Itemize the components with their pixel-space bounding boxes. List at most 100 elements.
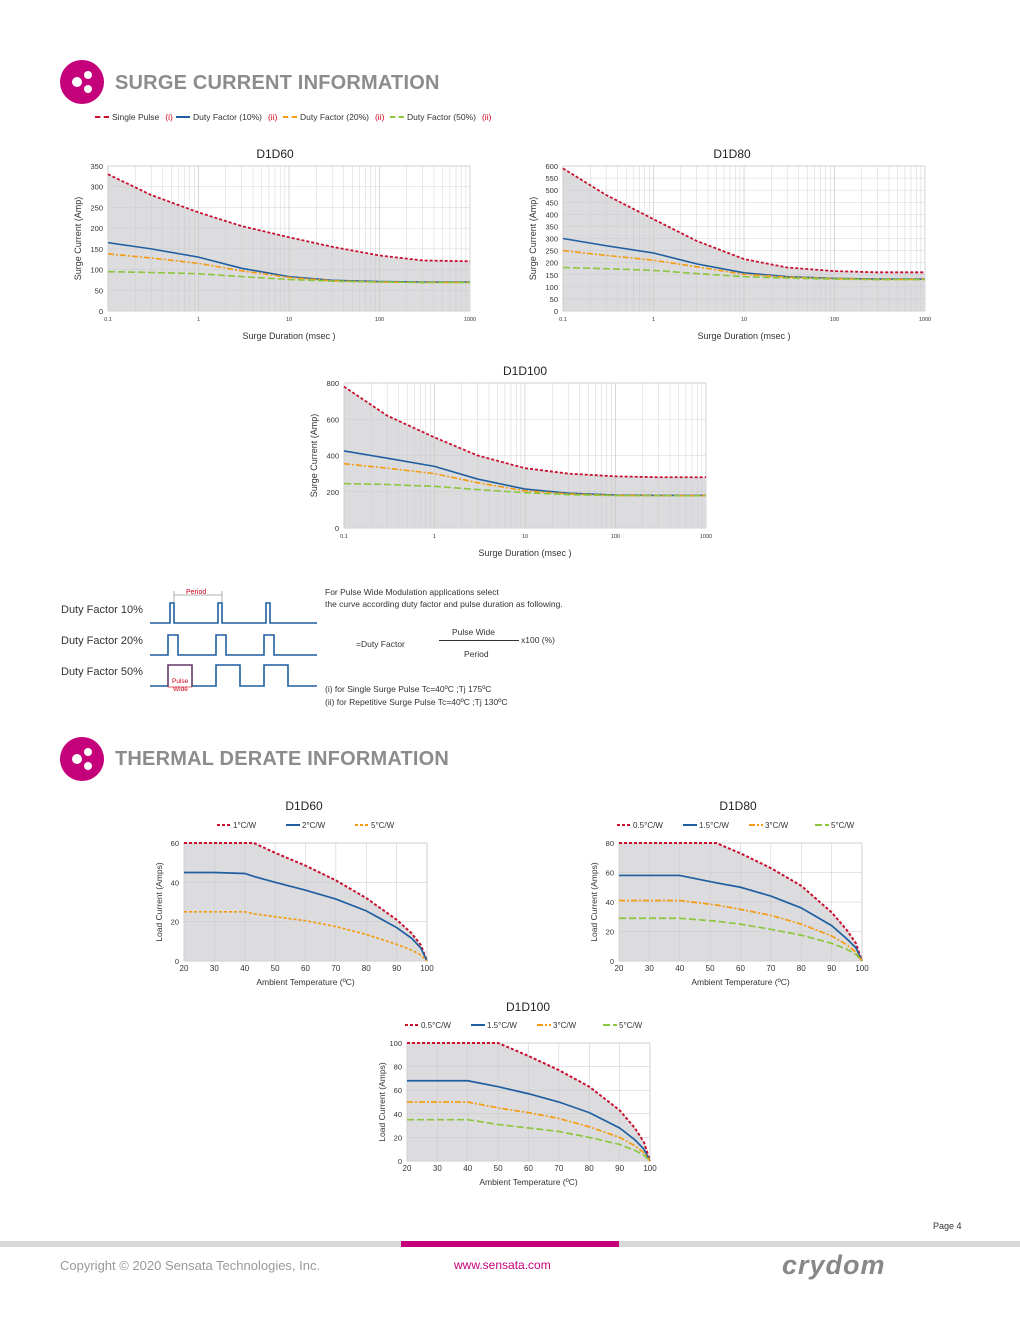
x-tick-label: 50 <box>706 964 715 973</box>
series-line <box>619 899 863 962</box>
y-tick-label: 80 <box>606 839 614 848</box>
y-tick-label: 300 <box>90 183 103 192</box>
y-tick-label: 450 <box>545 198 558 207</box>
series-line <box>562 266 925 281</box>
x-tick-label: 30 <box>210 964 219 973</box>
y-tick-label: 350 <box>545 222 558 231</box>
y-tick-label: 100 <box>545 283 558 292</box>
x-tick-label: 100 <box>375 317 384 323</box>
waveform-10 <box>150 602 317 624</box>
waveform-20 <box>150 634 317 656</box>
legend-tag: (ii) <box>481 112 492 122</box>
y-tick-label: 0 <box>99 307 103 316</box>
thermal-chart-d1d60: 1°C/W 2°C/W 5°C/W20 30 40 50 60 70 80 90 100020406… <box>154 821 434 987</box>
pulse-label: Pulse <box>172 678 189 685</box>
thermal-section-title: THERMAL DERATE INFORMATION <box>115 748 450 770</box>
y-axis-label: Surge Current (Amp) <box>73 197 83 281</box>
y-tick-label: 250 <box>545 247 558 256</box>
legend-label: 5°C/W <box>831 821 855 830</box>
surge-legend-item: Duty Factor (50%) (ii) <box>390 112 491 122</box>
surge-legend-item: Duty Factor (20%) (ii) <box>283 112 384 122</box>
y-tick-label: 200 <box>90 224 103 233</box>
fraction-bar <box>439 640 519 641</box>
x-tick-label: 20 <box>180 964 189 973</box>
x-tick-label: 0.1 <box>559 317 567 323</box>
pwm-rhs: x100 (%) <box>521 635 556 645</box>
x-tick-label: 10 <box>522 534 528 540</box>
x-tick-label: 1 <box>197 317 200 323</box>
pwm-lhs: =Duty Factor <box>356 639 405 649</box>
section-badge-icon <box>60 60 104 104</box>
x-tick-label: 60 <box>524 1164 533 1173</box>
copyright-text: Copyright © 2020 Sensata Technologies, I… <box>60 1258 321 1273</box>
x-tick-label: 70 <box>331 964 340 973</box>
x-tick-label: 60 <box>301 964 310 973</box>
x-axis-label: Surge Duration (msec ) <box>242 331 335 341</box>
x-tick-label: 100 <box>855 964 869 973</box>
x-tick-label: 1 <box>652 317 655 323</box>
y-tick-label: 0 <box>610 957 614 966</box>
legend-label: 3°C/W <box>765 821 789 830</box>
footer-accent-bar <box>401 1241 619 1247</box>
x-tick-label: 20 <box>403 1164 412 1173</box>
y-tick-label: 20 <box>394 1133 402 1142</box>
legend-label: 2°C/W <box>302 821 326 830</box>
y-tick-label: 150 <box>545 271 558 280</box>
duty-waveform-diagram: Period Pulse Wide <box>150 589 317 693</box>
series-line <box>619 842 863 962</box>
series-line <box>619 874 863 962</box>
x-tick-label: 1 <box>433 534 436 540</box>
legend-label: Duty Factor (50%) <box>407 112 476 122</box>
x-tick-label: 30 <box>645 964 654 973</box>
y-tick-label: 100 <box>389 1039 402 1048</box>
page-number: Page 4 <box>933 1221 962 1231</box>
x-tick-label: 30 <box>433 1164 442 1173</box>
legend-label: 5°C/W <box>371 821 395 830</box>
y-tick-label: 250 <box>90 203 103 212</box>
x-tick-label: 0.1 <box>340 534 348 540</box>
period-label: Period <box>186 589 206 596</box>
thermal-chart-d1d100: 0.5°C/W 1.5°C/W 3°C/W 5°C/W 20 30 40 50 60 70 80 90… <box>377 1021 657 1187</box>
thermal-chart-d1d80: 0.5°C/W 1.5°C/W 3°C/W 5°C/W 20 30 40 50 60 70 80 90… <box>589 821 869 987</box>
pwm-numerator: Pulse Wide <box>452 627 495 637</box>
x-tick-label: 20 <box>615 964 624 973</box>
y-tick-label: 400 <box>545 210 558 219</box>
chart-title-d1d80-thermal: D1D80 <box>719 799 757 813</box>
x-tick-label: 1000 <box>700 534 712 540</box>
pwm-denominator: Period <box>464 649 489 659</box>
legend-label: Duty Factor (20%) <box>300 112 369 122</box>
pwm-line-2: the curve according duty factor and puls… <box>325 599 563 609</box>
legend-label: 3°C/W <box>553 1021 577 1030</box>
y-axis-label: Surge Current (Amp) <box>309 414 319 498</box>
x-tick-label: 90 <box>827 964 836 973</box>
chart-title-d1d60-thermal: D1D60 <box>285 799 323 813</box>
y-tick-label: 300 <box>545 235 558 244</box>
x-axis-label: Ambient Temperature (ºC) <box>256 977 355 987</box>
legend-label: Single Pulse <box>112 112 160 122</box>
series-line <box>184 910 428 962</box>
y-tick-label: 0 <box>554 307 558 316</box>
y-tick-label: 100 <box>90 266 103 275</box>
series-line <box>407 1101 651 1162</box>
legend-swatch <box>95 116 109 118</box>
legend-label: 1°C/W <box>233 821 257 830</box>
y-tick-label: 60 <box>171 839 179 848</box>
y-tick-label: 600 <box>545 162 558 171</box>
series-line <box>107 270 470 284</box>
series-line <box>184 842 428 962</box>
x-tick-label: 10 <box>286 317 292 323</box>
legend-label: 1.5°C/W <box>487 1021 517 1030</box>
series-line <box>343 482 706 497</box>
x-tick-label: 40 <box>240 964 249 973</box>
y-axis-label: Load Current (Amps) <box>154 862 164 942</box>
y-tick-label: 50 <box>95 286 103 295</box>
legend-swatch <box>176 116 190 118</box>
y-tick-label: 800 <box>326 379 339 388</box>
x-tick-label: 40 <box>675 964 684 973</box>
legend-tag: (ii) <box>267 112 278 122</box>
website-link[interactable]: www.sensata.com <box>454 1258 551 1272</box>
x-tick-label: 50 <box>271 964 280 973</box>
x-tick-label: 100 <box>643 1164 657 1173</box>
section-badge-icon <box>60 737 104 781</box>
legend-tag: (ii) <box>374 112 385 122</box>
